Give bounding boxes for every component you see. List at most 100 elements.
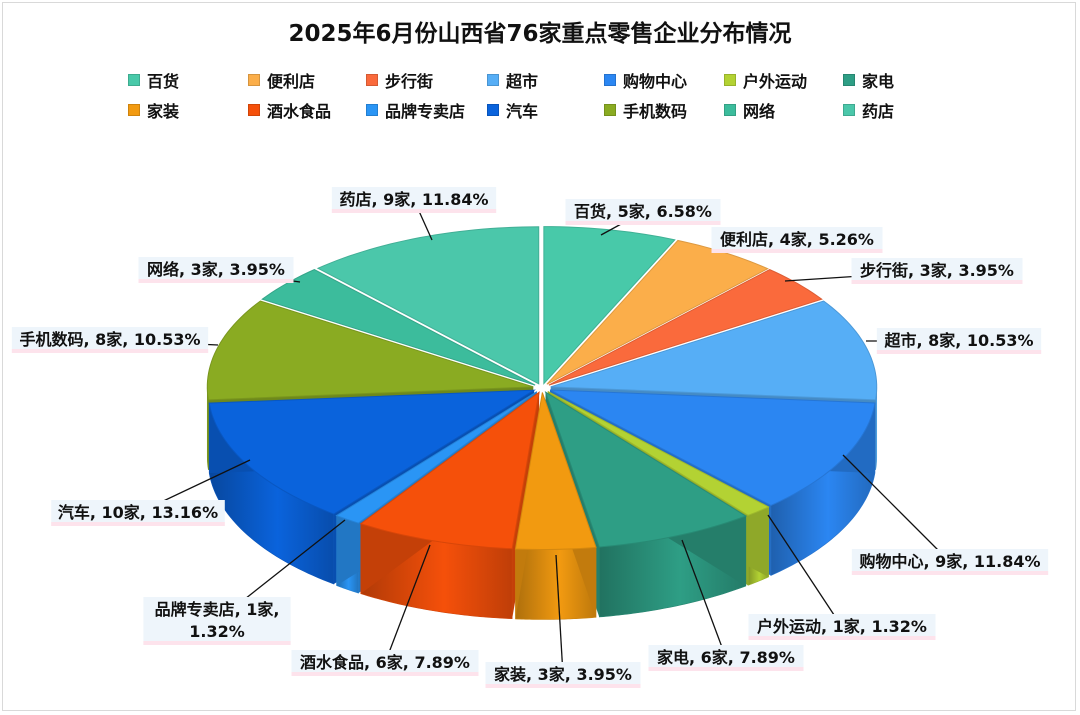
legend-swatch xyxy=(843,104,855,116)
label-background xyxy=(331,187,497,213)
legend-label: 手机数码 xyxy=(623,102,688,121)
data-label-text: 家装, 3家, 3.95% xyxy=(494,665,632,684)
pie-slice[interactable] xyxy=(359,391,540,550)
legend-item[interactable]: 家装 xyxy=(128,99,179,121)
legend-item[interactable]: 手机数码 xyxy=(604,99,687,121)
label-underline xyxy=(143,641,291,645)
label-background xyxy=(11,327,209,353)
legend-swatch xyxy=(843,74,855,86)
data-label: 家装, 3家, 3.95% xyxy=(485,662,641,688)
data-label: 百货, 5家, 6.58% xyxy=(565,199,721,225)
data-label-text: 汽车, 10家, 13.16% xyxy=(58,503,218,522)
legend-item[interactable]: 购物中心 xyxy=(604,69,687,91)
pie-slice[interactable] xyxy=(208,389,536,515)
pie-slice[interactable] xyxy=(547,390,770,516)
legend-swatch xyxy=(487,74,499,86)
leader-line xyxy=(767,514,843,628)
legend-item[interactable]: 家电 xyxy=(843,69,894,91)
legend-label: 汽车 xyxy=(506,102,539,121)
data-labels: 百货, 5家, 6.58% 便利店, 4家, 5.26% 步行街, 3家, 3.95… xyxy=(11,187,1049,688)
data-label-text: 百货, 5家, 6.58% xyxy=(574,202,712,221)
label-background xyxy=(851,258,1023,284)
legend-swatch xyxy=(724,74,736,86)
pie-slice[interactable] xyxy=(550,300,878,401)
label-underline xyxy=(748,636,936,640)
data-label-text: 品牌专卖店, 1家, xyxy=(155,600,280,619)
slice-tops xyxy=(206,226,878,550)
pie-slice[interactable] xyxy=(335,391,538,524)
legend-label: 超市 xyxy=(506,72,539,91)
legend-item[interactable]: 品牌专卖店 xyxy=(366,99,465,121)
pie-slice[interactable] xyxy=(544,390,747,548)
label-background xyxy=(748,614,936,640)
data-label: 品牌专卖店, 1家, 1.32% xyxy=(143,597,291,645)
data-label: 汽车, 10家, 13.16% xyxy=(51,500,225,526)
pie-slice[interactable] xyxy=(514,392,597,550)
data-label: 户外运动, 1家, 1.32% xyxy=(748,614,936,640)
legend-label: 药店 xyxy=(862,102,895,121)
label-background xyxy=(138,257,294,283)
pie-slice[interactable] xyxy=(261,269,536,386)
label-underline xyxy=(138,279,294,283)
data-label: 网络, 3家, 3.95% xyxy=(138,257,294,283)
pie-slice[interactable] xyxy=(316,226,540,385)
legend-item[interactable]: 汽车 xyxy=(487,99,538,121)
legend-item[interactable]: 便利店 xyxy=(248,69,315,91)
leader-line xyxy=(681,539,727,659)
label-underline xyxy=(291,672,479,676)
label-background xyxy=(711,227,883,253)
data-label: 便利店, 4家, 5.26% xyxy=(711,227,883,253)
data-label: 酒水食品, 6家, 7.89% xyxy=(291,650,479,676)
label-underline xyxy=(648,667,804,671)
legend-item[interactable]: 步行街 xyxy=(366,69,433,91)
legend-label: 步行街 xyxy=(385,72,434,91)
data-label-text: 1.32% xyxy=(189,622,245,641)
data-label-text: 手机数码, 8家, 10.53% xyxy=(19,330,200,349)
legend-swatch xyxy=(366,74,378,86)
legend-item[interactable]: 超市 xyxy=(487,69,538,91)
pie-slice[interactable] xyxy=(548,269,823,386)
data-label: 购物中心, 9家, 11.84% xyxy=(851,549,1049,575)
label-underline xyxy=(485,684,641,688)
legend-swatch xyxy=(128,74,140,86)
legend-swatch xyxy=(128,104,140,116)
legend-swatch xyxy=(248,104,260,116)
label-background xyxy=(648,645,804,671)
label-underline xyxy=(711,249,883,253)
label-background xyxy=(565,199,721,225)
legend-label: 品牌专卖店 xyxy=(385,102,466,121)
legend-swatch xyxy=(604,104,616,116)
label-underline xyxy=(565,221,721,225)
legend-item[interactable]: 网络 xyxy=(724,99,775,121)
label-underline xyxy=(876,350,1042,354)
label-underline xyxy=(851,280,1023,284)
data-label-text: 网络, 3家, 3.95% xyxy=(147,260,285,279)
data-label-text: 便利店, 4家, 5.26% xyxy=(720,230,874,249)
legend-swatch xyxy=(487,104,499,116)
legend-swatch xyxy=(604,74,616,86)
pie-slice[interactable] xyxy=(549,389,876,507)
data-label-text: 药店, 9家, 11.84% xyxy=(339,190,488,209)
data-label: 药店, 9家, 11.84% xyxy=(331,187,497,213)
legend-swatch xyxy=(724,104,736,116)
data-label-text: 家电, 6家, 7.89% xyxy=(657,648,795,667)
label-background xyxy=(485,662,641,688)
legend-item[interactable]: 药店 xyxy=(843,99,894,121)
pie-slice[interactable] xyxy=(206,300,534,401)
legend-item[interactable]: 酒水食品 xyxy=(248,99,331,121)
label-background xyxy=(291,650,479,676)
legend-swatch xyxy=(366,104,378,116)
data-label: 超市, 8家, 10.53% xyxy=(876,328,1042,354)
legend-item[interactable]: 户外运动 xyxy=(724,69,807,91)
data-label-text: 超市, 8家, 10.53% xyxy=(883,331,1033,350)
legend-label: 家装 xyxy=(147,102,180,121)
leader-line xyxy=(384,544,431,664)
label-background xyxy=(51,500,225,526)
chart-title: 2025年6月份山西省76家重点零售企业分布情况 xyxy=(288,21,792,47)
legend-label: 酒水食品 xyxy=(267,102,332,121)
legend-item[interactable]: 百货 xyxy=(128,69,179,91)
data-label: 手机数码, 8家, 10.53% xyxy=(11,327,209,353)
label-background xyxy=(851,549,1049,575)
